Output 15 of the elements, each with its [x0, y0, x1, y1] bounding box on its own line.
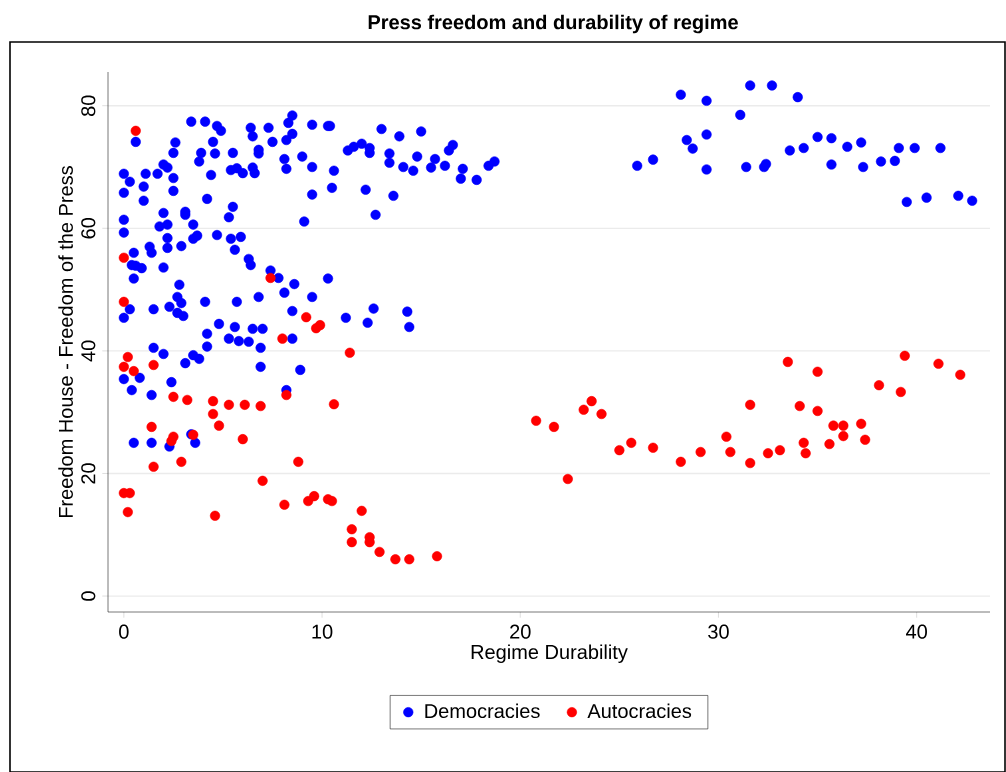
legend-label: Autocracies [587, 703, 692, 719]
x-axis-title: Regime Durability [471, 644, 628, 664]
y-tick-label: 80 [81, 95, 96, 116]
y-tick-label: 60 [81, 217, 96, 239]
y-tick-label: 0 [81, 591, 96, 601]
chart-title: Press freedom and durability of regime [368, 14, 738, 34]
y-tick-label: 40 [81, 340, 96, 362]
x-tick-label: 20 [510, 624, 531, 639]
y-axis-title: Freedom House - Freedom of the Press [58, 166, 73, 518]
x-tick-label: 10 [312, 624, 333, 639]
x-tick-label: 40 [906, 624, 927, 639]
y-tick-label: 20 [81, 463, 96, 484]
legend-label: Democracies [425, 703, 540, 719]
x-tick-label: 30 [708, 624, 729, 639]
x-tick-label: 0 [119, 624, 129, 639]
